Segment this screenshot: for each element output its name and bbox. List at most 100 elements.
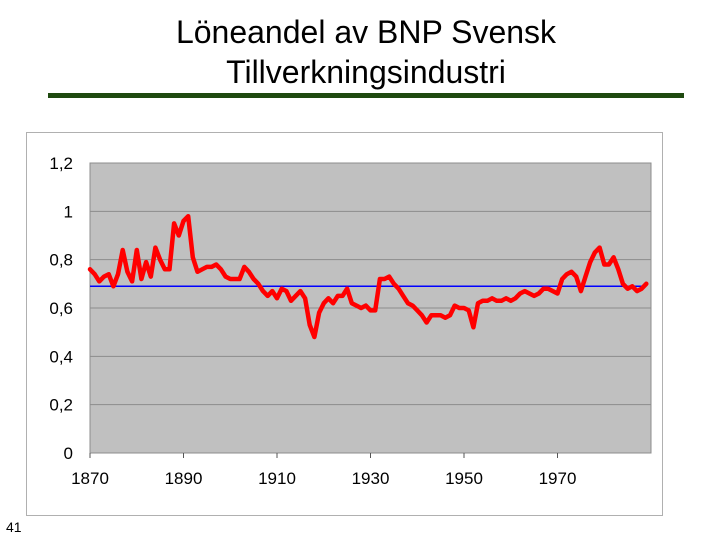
data-point bbox=[528, 293, 530, 294]
x-tick-label: 1910 bbox=[258, 469, 296, 488]
data-point bbox=[645, 283, 647, 285]
data-point bbox=[580, 290, 582, 292]
data-point bbox=[398, 288, 400, 290]
data-point bbox=[500, 300, 502, 302]
data-point bbox=[608, 264, 610, 265]
data-point bbox=[281, 288, 283, 290]
data-point bbox=[641, 288, 643, 290]
data-point bbox=[571, 271, 573, 273]
data-point bbox=[374, 309, 376, 311]
data-point bbox=[206, 266, 208, 268]
data-point bbox=[542, 288, 544, 290]
data-point bbox=[393, 283, 395, 285]
series-line bbox=[87, 213, 649, 340]
data-point bbox=[440, 314, 442, 316]
data-point bbox=[145, 261, 147, 263]
data-point bbox=[318, 312, 320, 314]
data-point bbox=[295, 295, 297, 297]
data-point bbox=[454, 305, 456, 307]
y-axis-ticks: 0 0,2 0,4 0,6 0,8 1 1,2 bbox=[49, 154, 73, 463]
data-point bbox=[589, 261, 591, 263]
slide-title-line1: Löneandel av BNP Svensk bbox=[175, 14, 557, 50]
data-point bbox=[351, 302, 353, 304]
data-point bbox=[561, 278, 563, 280]
data-point bbox=[211, 266, 213, 268]
slide-title: Löneandel av BNP Svensk Tillverkningsind… bbox=[0, 12, 720, 92]
x-tick-label: 1930 bbox=[352, 469, 390, 488]
data-point bbox=[552, 290, 554, 292]
data-point bbox=[154, 247, 156, 249]
data-point bbox=[229, 278, 231, 280]
line-chart: 0 0,2 0,4 0,6 0,8 1 1,2 1870 1890 1910 1930 1950 19… bbox=[49, 154, 652, 488]
data-point bbox=[430, 314, 432, 316]
data-point bbox=[435, 314, 437, 316]
data-point bbox=[370, 309, 371, 311]
y-tick-label: 0,4 bbox=[49, 347, 73, 366]
data-point bbox=[290, 300, 292, 302]
y-tick-label: 0,6 bbox=[49, 299, 73, 318]
grid-lines bbox=[90, 210, 651, 406]
data-point bbox=[332, 302, 334, 304]
data-point bbox=[248, 271, 250, 273]
data-point bbox=[627, 288, 629, 290]
data-point bbox=[360, 307, 362, 309]
data-point bbox=[168, 268, 170, 270]
data-point bbox=[617, 268, 619, 270]
x-axis-ticks: 1870 1890 1910 1930 1950 1970 bbox=[71, 453, 576, 488]
data-point bbox=[412, 305, 414, 307]
data-point bbox=[234, 278, 236, 280]
data-point bbox=[126, 271, 128, 273]
data-point bbox=[98, 280, 100, 282]
data-point bbox=[257, 283, 259, 285]
data-point bbox=[519, 293, 521, 294]
data-point bbox=[164, 268, 166, 270]
data-point bbox=[421, 314, 423, 316]
data-point bbox=[341, 295, 343, 297]
data-point bbox=[444, 317, 446, 319]
data-point bbox=[477, 302, 479, 304]
data-point bbox=[463, 307, 465, 309]
data-point bbox=[276, 297, 278, 299]
data-point bbox=[585, 276, 587, 278]
y-tick-label: 0,8 bbox=[49, 251, 73, 270]
data-point bbox=[613, 256, 615, 258]
data-point bbox=[449, 314, 451, 316]
data-point bbox=[253, 278, 255, 280]
data-point bbox=[187, 215, 189, 217]
data-point bbox=[327, 297, 329, 299]
data-point bbox=[416, 309, 418, 311]
data-point bbox=[243, 266, 245, 268]
y-tick-label: 1 bbox=[64, 202, 73, 221]
data-point bbox=[337, 295, 339, 297]
data-point bbox=[472, 326, 474, 328]
data-point bbox=[547, 288, 549, 290]
data-point bbox=[136, 249, 138, 251]
data-point bbox=[468, 309, 470, 311]
y-tick-label: 1,2 bbox=[49, 154, 73, 173]
data-point bbox=[173, 222, 175, 224]
data-point bbox=[458, 307, 460, 309]
data-point bbox=[262, 290, 264, 292]
data-point bbox=[201, 268, 203, 270]
data-point bbox=[388, 276, 390, 278]
data-point bbox=[491, 297, 493, 299]
data-point bbox=[304, 297, 306, 299]
title-underline bbox=[48, 93, 684, 98]
data-point bbox=[94, 273, 96, 275]
data-point bbox=[594, 251, 596, 253]
x-tick-label: 1970 bbox=[539, 469, 577, 488]
x-tick-label: 1890 bbox=[165, 469, 203, 488]
data-point bbox=[267, 295, 269, 297]
data-point bbox=[150, 276, 152, 278]
data-point bbox=[426, 322, 428, 323]
data-point bbox=[622, 283, 624, 285]
slide-number: 41 bbox=[6, 519, 22, 535]
data-point bbox=[89, 268, 91, 270]
data-point bbox=[117, 273, 119, 275]
data-point bbox=[355, 305, 357, 307]
data-point bbox=[510, 300, 512, 302]
data-point bbox=[346, 288, 348, 290]
series-points bbox=[89, 215, 647, 338]
data-point bbox=[365, 305, 367, 307]
data-point bbox=[313, 336, 315, 338]
